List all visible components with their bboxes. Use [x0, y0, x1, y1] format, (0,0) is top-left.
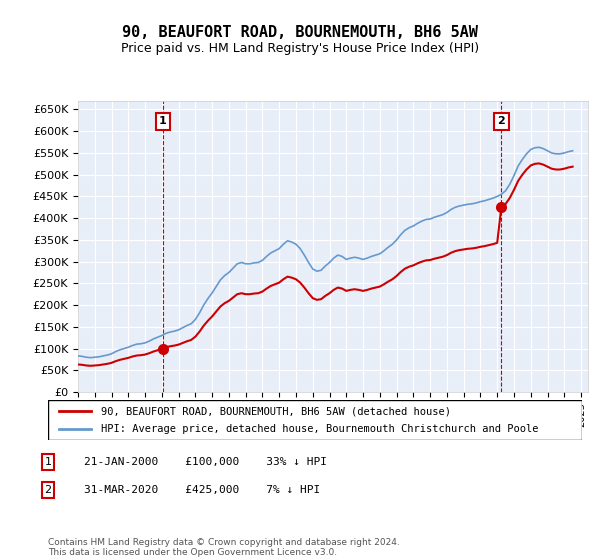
Text: 21-JAN-2000    £100,000    33% ↓ HPI: 21-JAN-2000 £100,000 33% ↓ HPI	[84, 457, 327, 467]
Text: 31-MAR-2020    £425,000    7% ↓ HPI: 31-MAR-2020 £425,000 7% ↓ HPI	[84, 485, 320, 495]
Text: HPI: Average price, detached house, Bournemouth Christchurch and Poole: HPI: Average price, detached house, Bour…	[101, 423, 539, 433]
Text: 90, BEAUFORT ROAD, BOURNEMOUTH, BH6 5AW: 90, BEAUFORT ROAD, BOURNEMOUTH, BH6 5AW	[122, 25, 478, 40]
Text: 1: 1	[159, 116, 167, 126]
FancyBboxPatch shape	[48, 400, 582, 440]
Text: 90, BEAUFORT ROAD, BOURNEMOUTH, BH6 5AW (detached house): 90, BEAUFORT ROAD, BOURNEMOUTH, BH6 5AW …	[101, 407, 451, 417]
Text: 2: 2	[44, 485, 52, 495]
Text: 2: 2	[497, 116, 505, 126]
Text: Contains HM Land Registry data © Crown copyright and database right 2024.
This d: Contains HM Land Registry data © Crown c…	[48, 538, 400, 557]
Text: Price paid vs. HM Land Registry's House Price Index (HPI): Price paid vs. HM Land Registry's House …	[121, 42, 479, 55]
Text: 1: 1	[44, 457, 52, 467]
